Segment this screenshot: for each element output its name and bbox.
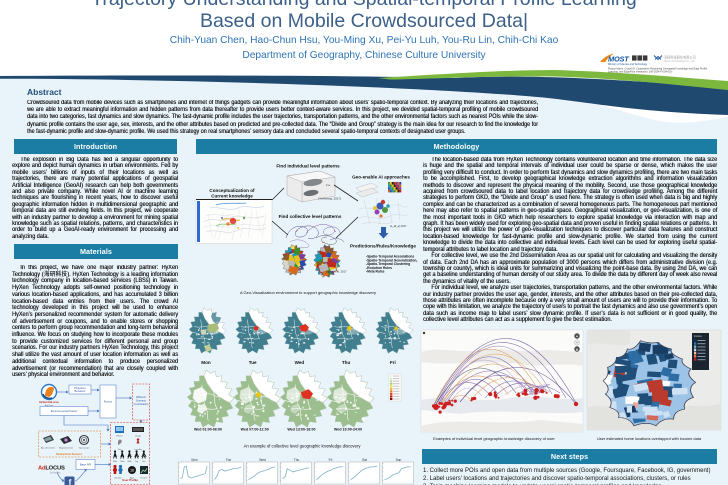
svg-text:Ministry of Science and Techno: Ministry of Science and Technology [608,63,648,66]
svg-text:Find individual level patterns: Find individual level patterns [276,164,340,169]
svg-text:Project Name: Crowd AI: Cooper: Project Name: Crowd AI: Cooperative Reas… [608,67,708,70]
svg-text:A Geo-Visualization environmen: A Geo-Visualization environment to suppo… [240,290,376,295]
svg-text:-Meta Rules: -Meta Rules [366,270,385,274]
svg-text:User Profile: User Profile [122,478,138,482]
svg-text:-Spatio-Temporal Associations: -Spatio-Temporal Associations [366,255,414,259]
svg-text:HyXen Technology Co., Ltd.: HyXen Technology Co., Ltd. [664,60,695,63]
svg-text:Find collective level patterns: Find collective level patterns [279,214,342,219]
svg-text:Income: Income [140,478,148,480]
svg-text:Mon: Mon [191,458,197,462]
svg-text:Gender: Gender [114,477,122,480]
svg-text:Accelerometer: Accelerometer [41,447,55,450]
svg-text:Big Data: Big Data [45,404,54,407]
svg-text:f: f [69,478,72,485]
svg-text:-Spatio-Temporal Clustering: -Spatio-Temporal Clustering [366,262,410,266]
svg-text:Thu: Thu [294,458,300,462]
svg-text:Usage: Usage [135,436,142,438]
svg-text:Gyroscope: Gyroscope [79,447,90,450]
svg-text:by HyXen: by HyXen [50,472,61,475]
svg-text:Examples of individual level g: Examples of individual level geographic … [433,436,555,441]
svg-text:(s_all_a) 2017: (s_all_a) 2017 [390,224,407,228]
svg-text:Climb: Climb [120,461,125,463]
svg-text:Learning, and Edge/Hub Interac: Learning, and Edge/Hub Interaction. 106-… [608,71,673,74]
svg-text:Different: Different [136,395,146,399]
svg-text:Trip: Trip [118,448,122,451]
svg-text:Mon: Mon [201,360,211,365]
svg-text:Objective: Objective [74,386,86,390]
svg-text:Wed 13:00-18:00: Wed 13:00-18:00 [287,428,315,432]
svg-text:Liang et al. 2017: Liang et al. 2017 [326,270,347,274]
svg-text:Fusion: Fusion [104,399,113,403]
svg-text:Wed 07:00-12:00: Wed 07:00-12:00 [241,428,269,432]
svg-text:-Evolution Rules: -Evolution Rules [366,266,392,270]
svg-text:Age: Age [130,477,135,480]
svg-text:▲: ▲ [575,347,579,351]
svg-text:漢翔科技股份有限公司: 漢翔科技股份有限公司 [664,54,696,59]
svg-text:Thu: Thu [342,360,351,365]
svg-text:(Ye/Hwang, 2017): (Ye/Hwang, 2017) [318,197,341,201]
svg-text:Smartphone Sensors: Smartphone Sensors [56,452,83,456]
svg-text:Wed 19:00-24:00: Wed 19:00-24:00 [334,428,362,432]
svg-text:Scenario: Scenario [136,399,147,403]
svg-text:-Spatio-Temporal Generalizatio: -Spatio-Temporal Generalization, [366,258,417,262]
svg-text:Magnetometer: Magnetometer [59,447,73,450]
svg-text:MOST: MOST [608,55,630,64]
svg-text:Locality: Locality [134,448,142,451]
svg-text:Wed: Wed [259,458,266,462]
svg-text:Phone: Phone [116,436,123,438]
svg-text:Tue: Tue [226,458,232,462]
svg-text:Run: Run [142,461,145,463]
svg-text:Walk: Walk [127,461,131,463]
svg-text:HyXen/AdLocus: HyXen/AdLocus [39,400,59,404]
svg-text:Fri: Fri [329,458,333,462]
svg-text:Conceptualization of: Conceptualization of [209,188,255,193]
svg-text:Coordination: Coordination [134,402,149,406]
svg-text:Behavior: Behavior [74,389,85,393]
svg-text:+: + [576,334,579,338]
svg-text:AdLOCUS: AdLOCUS [38,466,65,472]
svg-text:Sun: Sun [396,458,402,462]
svg-text:Fri: Fri [390,360,396,365]
svg-text:An example of collective level: An example of collective level geographi… [244,444,362,449]
svg-text:Tue: Tue [249,360,257,365]
svg-text:Income: Income [694,335,703,338]
svg-text:Current knowledge: Current knowledge [211,194,253,199]
svg-text:−: − [576,341,579,345]
svg-text:Wed: Wed [295,360,305,365]
svg-text:User estimated home locations: User estimated home locations overlapped… [597,436,702,441]
svg-text:Predictions/Rules/Knowledge: Predictions/Rules/Knowledge [350,244,416,249]
svg-text:Jog: Jog [135,461,138,463]
svg-text:Environmental Factor: Environmental Factor [51,409,78,413]
svg-text:Walk: Walk [113,461,117,463]
svg-text:time: time [326,184,331,187]
svg-text:Base API: Base API [80,462,92,466]
svg-text:18: 18 [130,469,134,473]
svg-text:Geo-enable AI approaches: Geo-enable AI approaches [352,175,410,180]
svg-text:Sat: Sat [362,458,367,462]
svg-text:Wed 01:00-06:00: Wed 01:00-06:00 [194,428,222,432]
